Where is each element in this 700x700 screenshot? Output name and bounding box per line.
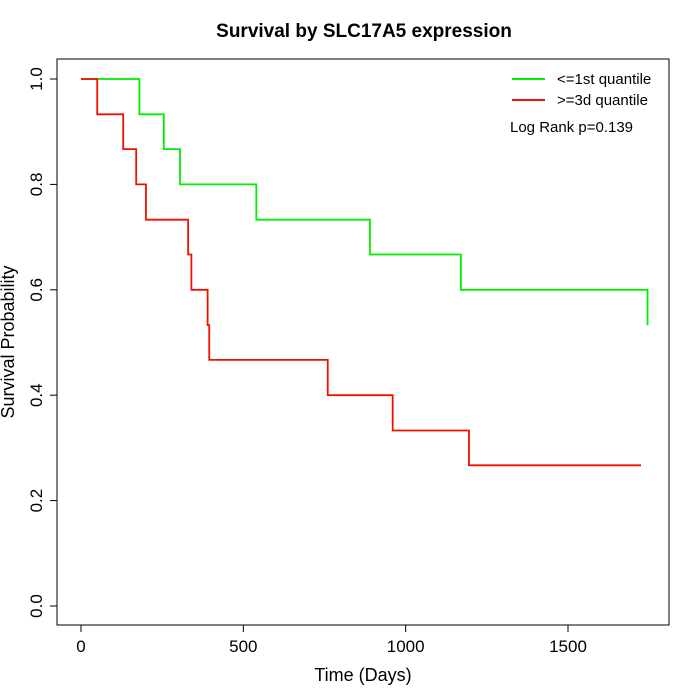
legend-label-high: >=3d quantile <box>557 92 648 109</box>
plot-frame <box>56 58 670 626</box>
legend: <=1st quantile >=3d quantile <box>512 71 651 109</box>
x-tick-label: 1500 <box>549 637 587 656</box>
y-tick-label: 0.4 <box>27 383 46 407</box>
survival-curve-low <box>81 78 649 326</box>
x-tick-label: 500 <box>229 637 257 656</box>
survival-curve-high <box>81 78 642 467</box>
chart-title: Survival by SLC17A5 expression <box>216 21 512 42</box>
y-axis-label: Survival Probability <box>0 265 18 418</box>
x-tick-label: 0 <box>76 637 85 656</box>
x-axis: 0 500 1000 1500 <box>76 624 587 656</box>
y-tick-label: 0.8 <box>27 173 46 197</box>
log-rank-annotation: Log Rank p=0.139 <box>510 119 633 136</box>
y-tick-label: 0.2 <box>27 489 46 513</box>
y-tick-label: 0.0 <box>27 594 46 618</box>
x-tick-label: 1000 <box>387 637 425 656</box>
y-axis: 0.0 0.2 0.4 0.6 0.8 1.0 <box>27 67 58 618</box>
legend-label-low: <=1st quantile <box>557 71 651 88</box>
x-axis-label: Time (Days) <box>314 665 411 685</box>
series-layer <box>81 78 649 467</box>
y-tick-label: 0.6 <box>27 278 46 302</box>
y-tick-label: 1.0 <box>27 67 46 91</box>
